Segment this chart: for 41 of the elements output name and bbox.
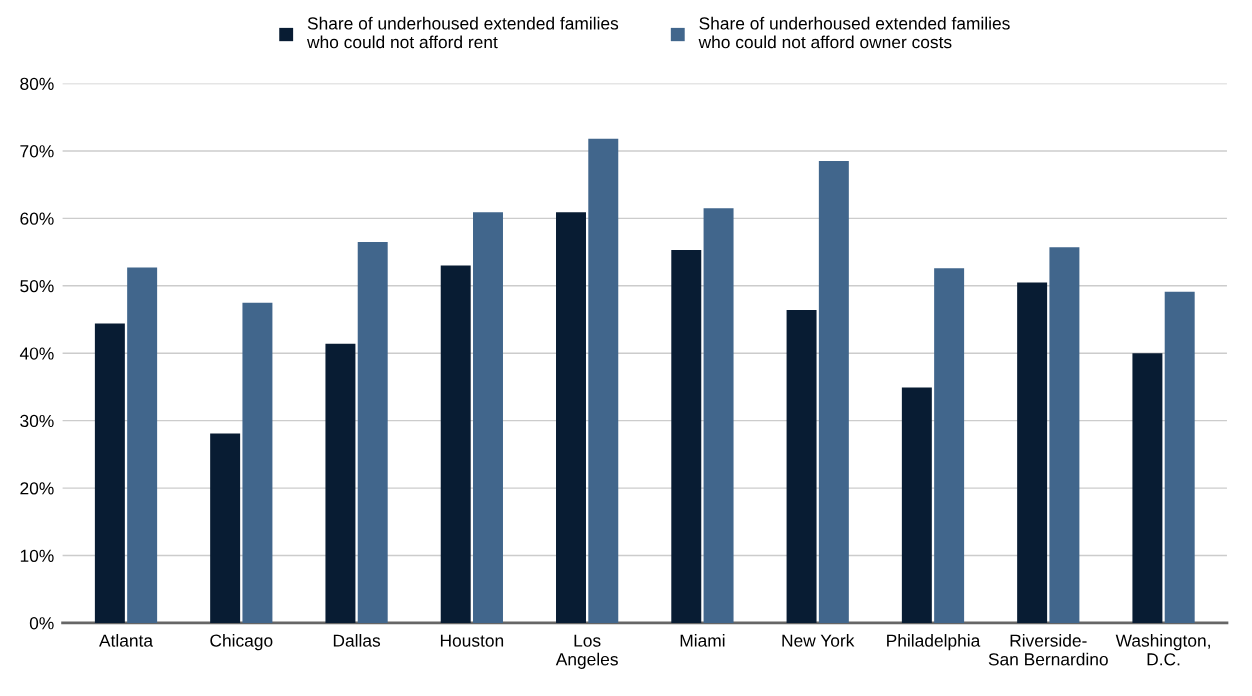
x-tick-label: Miami bbox=[680, 634, 725, 647]
y-tick-label: 80% bbox=[20, 77, 54, 90]
bar bbox=[786, 310, 817, 623]
y-tick-label: 0% bbox=[29, 617, 54, 630]
bar bbox=[242, 302, 273, 623]
x-tick-label: Los Angeles bbox=[555, 634, 618, 669]
x-tick-label: Washington, D.C. bbox=[1115, 634, 1210, 666]
x-tick-label: Dallas bbox=[333, 634, 381, 647]
bar bbox=[556, 212, 586, 623]
x-tick-label: Chicago bbox=[210, 634, 273, 651]
y-tick-label: 40% bbox=[19, 347, 54, 360]
bar bbox=[901, 387, 932, 623]
legend-label: Share of underhoused extended families who could not afford owner costs bbox=[698, 16, 1010, 49]
bar bbox=[818, 161, 849, 623]
bar bbox=[934, 268, 965, 623]
x-tick-label: Philadelphia bbox=[887, 634, 981, 651]
y-tick-label: 60% bbox=[20, 212, 54, 225]
bar bbox=[588, 138, 619, 623]
bar bbox=[325, 343, 356, 623]
bar bbox=[1164, 291, 1195, 623]
bar bbox=[671, 250, 702, 623]
y-tick-label: 20% bbox=[20, 482, 54, 495]
bar bbox=[703, 208, 734, 623]
y-tick-label: 30% bbox=[20, 414, 54, 428]
bar bbox=[1049, 247, 1080, 623]
legend-label: Share of underhoused extended families who could not afford rent bbox=[306, 16, 619, 49]
x-tick-label: Atlanta bbox=[99, 634, 154, 647]
y-tick-label: 10% bbox=[20, 549, 54, 562]
y-tick-label: 50% bbox=[20, 279, 54, 293]
bar bbox=[1017, 282, 1048, 623]
bar bbox=[127, 267, 158, 623]
x-tick-label: Riverside- San Bernardino bbox=[988, 634, 1108, 666]
y-tick-label: 70% bbox=[20, 145, 54, 158]
bar bbox=[1132, 353, 1163, 623]
bar bbox=[94, 323, 125, 623]
x-tick-label: New York bbox=[782, 634, 855, 647]
bar bbox=[357, 241, 388, 623]
bar bbox=[473, 212, 503, 623]
bar bbox=[440, 265, 471, 623]
x-tick-label: Houston bbox=[440, 634, 504, 647]
bar bbox=[210, 433, 241, 623]
